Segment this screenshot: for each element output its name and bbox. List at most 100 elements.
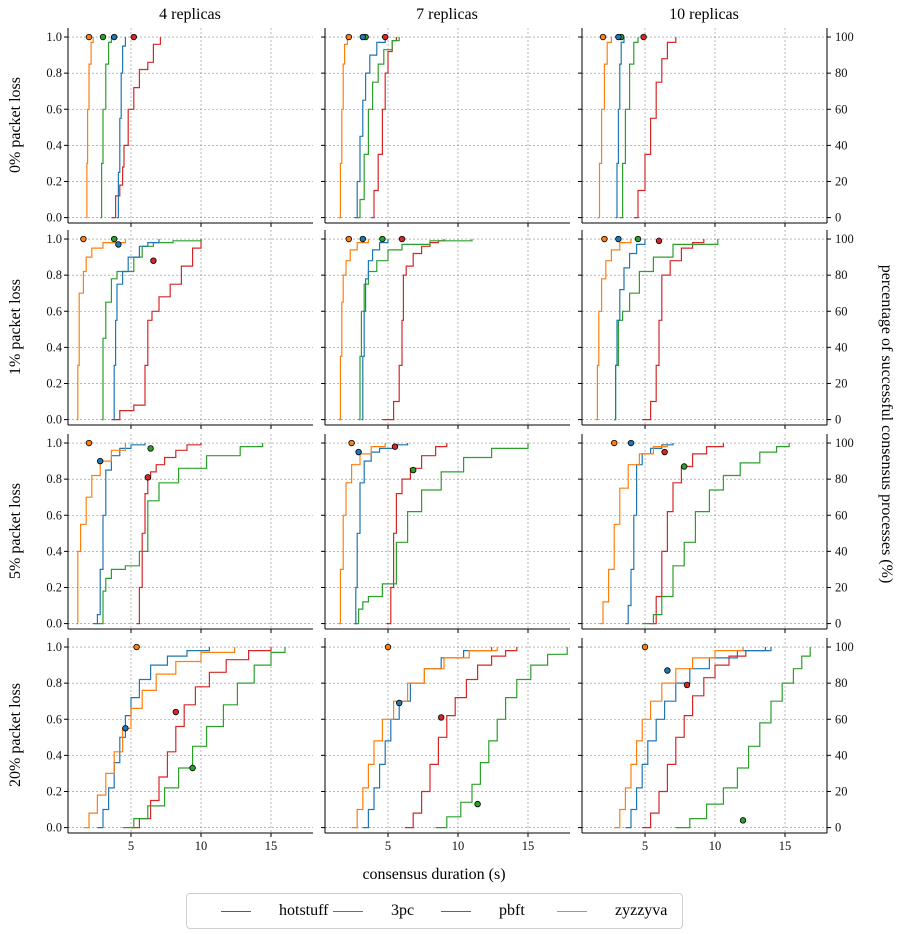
y-tick-label: 0.6 [46,102,62,116]
success-point-pbft [96,457,104,465]
y-tick-label: 0.4 [46,138,62,152]
ecdf-line-pbft [112,239,160,421]
success-point-pbft [627,439,635,447]
right-tick-label: 80 [835,268,848,282]
panel-r0-c1 [321,28,570,227]
right-tick-label: 20 [835,580,848,594]
ecdf-line-zyzzyva [86,37,94,219]
panel-r1-c0: 0.0 0.2 0.4 0.6 0.8 1.0 [46,230,313,429]
column-titles: 4 replicas 7 replicas 10 replicas [159,6,739,23]
panel-r2-c1 [321,434,570,633]
success-point-zyzzyva [80,235,87,243]
y-tick-label: 1.0 [46,30,62,44]
success-point-zyzzyva [611,439,618,447]
ecdf-line-zyzzyva [339,443,386,625]
ecdf-line-pbft [93,443,146,625]
x-tick-label: 15 [265,839,278,853]
row-title-1: 1% packet loss [7,279,24,375]
success-point-3pc [634,235,642,243]
success-point-hotstuff [683,681,691,689]
success-point-zyzzyva [348,439,355,447]
ecdf-line-3pc [642,443,790,625]
row-titles: 0% packet loss 1% packet loss 5% packet … [7,77,24,787]
ecdf-line-3pc [357,37,400,219]
ecdf-line-hotstuff [633,37,677,219]
y-tick-label: 0.4 [46,340,62,354]
right-tick-label: 40 [835,138,848,152]
ecdf-line-3pc [122,647,286,829]
right-tick-label: 0 [835,821,841,835]
success-point-hotstuff [150,257,157,264]
y-tick-label: 1.0 [46,640,62,654]
x-tick-label: 10 [452,839,465,853]
panel-r3-c1: 5 10 15 [321,638,570,853]
y-tick-label: 0.8 [46,66,62,80]
y-tick-label: 0.6 [46,712,62,726]
ecdf-line-3pc [675,647,811,829]
right-tick-label: 80 [835,676,848,690]
ecdf-line-hotstuff [650,443,724,625]
x-axis-label: consensus duration (s) [362,866,505,883]
legend-label-3pc: 3pc [391,902,415,919]
right-tick-label: 40 [835,340,848,354]
success-point-pbft [115,241,122,248]
success-point-3pc [379,235,386,243]
right-tick-label: 100 [835,640,854,654]
ecdf-line-pbft [361,239,389,421]
success-point-hotstuff [655,237,663,245]
right-tick-label: 100 [835,232,854,246]
success-point-zyzzyva [384,643,392,651]
success-point-zyzzyva [85,439,93,447]
right-tick-label: 40 [835,544,848,558]
panel-r1-c1 [321,230,570,429]
y-tick-label: 0.0 [46,211,62,225]
success-point-zyzzyva [345,235,352,243]
col-title-2: 10 replicas [669,6,739,23]
ecdf-line-hotstuff [111,37,161,219]
ecdf-line-3pc [358,239,473,421]
ecdf-line-pbft [625,647,772,829]
ecdf-line-3pc [619,37,639,219]
ecdf-line-pbft [117,37,126,219]
right-tick-label: 60 [835,508,848,522]
legend-label-pbft: pbft [499,902,525,919]
legend-label-zyzzyva: zyzzyva [615,902,668,919]
panel-r2-c0: 0.0 0.2 0.4 0.6 0.8 1.0 [46,434,313,633]
y-tick-label: 0.4 [46,748,62,762]
ecdf-line-hotstuff [642,647,766,829]
ecdf-line-3pc [100,37,112,219]
success-point-3pc [189,764,196,772]
ecdf-line-hotstuff [642,239,705,421]
success-point-zyzzyva [599,33,607,41]
panels: 0.00.20.40.60.81.00204060801000.00.20.40… [46,28,854,853]
success-point-pbft [359,235,366,243]
right-tick-label: 80 [835,66,848,80]
ecdf-line-zyzzyva [76,239,126,421]
success-point-hotstuff [382,33,389,41]
ecdf-line-zyzzyva [351,647,498,829]
ecdf-line-pbft [354,37,386,219]
success-point-3pc [147,445,154,452]
ecdf-line-zyzzyva [614,647,744,829]
panel-r2-c2: 0 20 40 60 80 100 [578,434,854,633]
x-tick-label: 15 [779,839,792,853]
y-tick-label: 0.6 [46,508,62,522]
legend-line-zyzzyva [557,911,587,912]
row-title-0: 0% packet loss [7,77,24,173]
legend-line-3pc [333,911,363,912]
y-tick-label: 0.8 [46,268,62,282]
y-tick-label: 0.8 [46,472,62,486]
row-title-3: 20% packet loss [7,683,24,787]
success-point-zyzzyva [85,33,93,41]
y-tick-label: 0.4 [46,544,62,558]
right-tick-label: 0 [835,413,841,427]
success-point-pbft [359,33,366,41]
success-point-hotstuff [144,474,151,481]
x-tick-label: 5 [128,839,134,853]
ecdf-line-zyzzyva [596,239,632,421]
right-tick-label: 60 [835,304,848,318]
success-point-zyzzyva [345,33,352,41]
success-point-pbft [122,725,129,732]
y-tick-label: 1.0 [46,436,62,450]
